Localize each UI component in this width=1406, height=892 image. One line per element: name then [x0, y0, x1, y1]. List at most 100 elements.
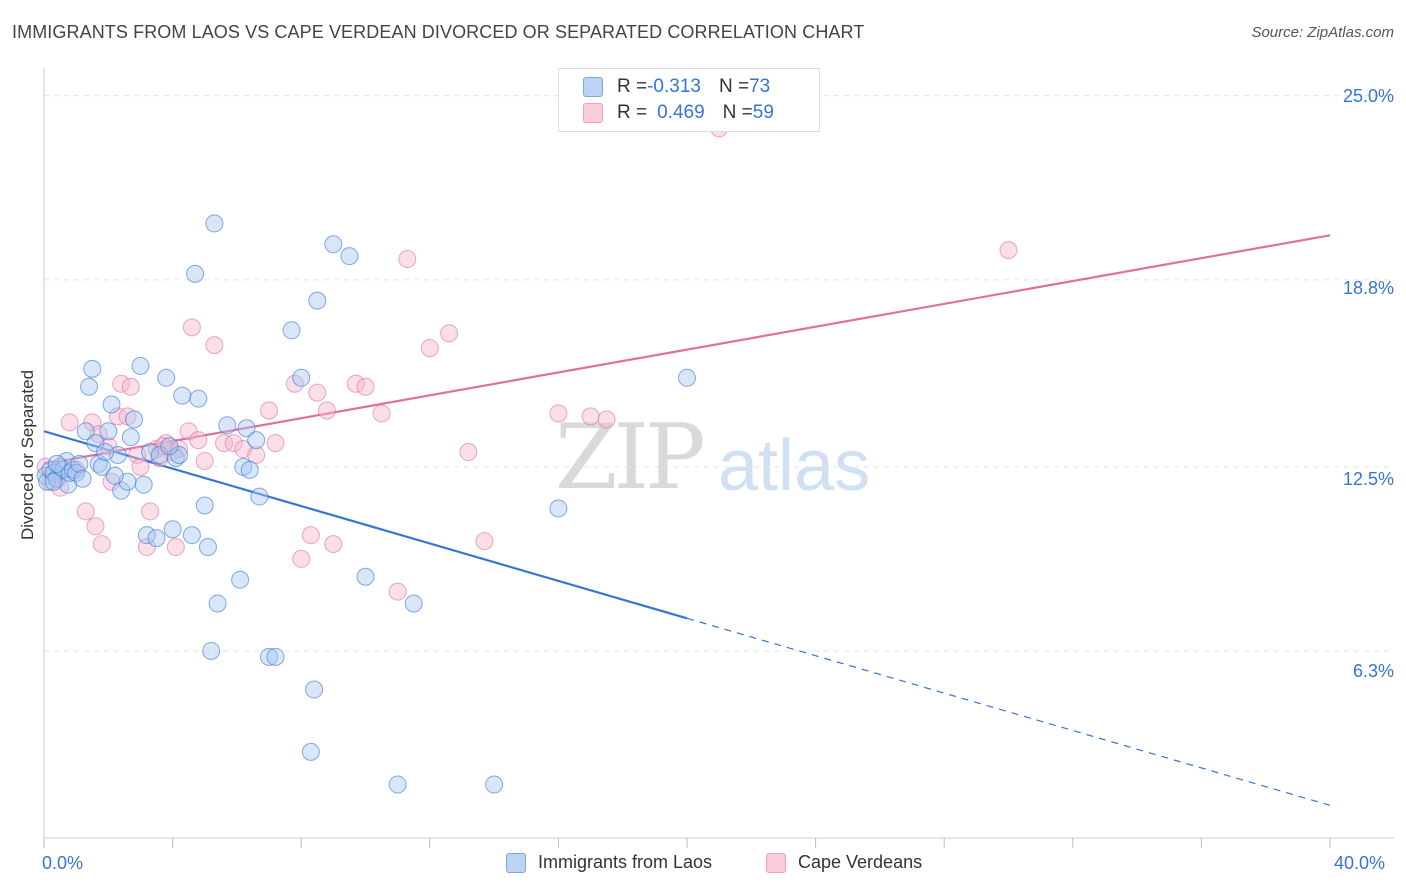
point-cape-verdeans	[266, 434, 285, 453]
point-cape-verdeans	[121, 377, 140, 396]
point-cape-verdeans	[112, 374, 131, 393]
point-laos	[218, 416, 237, 435]
point-cape-verdeans	[459, 443, 478, 462]
point-laos	[160, 437, 179, 456]
point-cape-verdeans	[182, 318, 201, 337]
point-laos	[157, 368, 176, 387]
point-cape-verdeans	[581, 407, 600, 426]
point-laos	[70, 454, 89, 473]
axes	[43, 68, 1394, 848]
point-cape-verdeans	[195, 451, 214, 470]
point-laos	[324, 235, 343, 254]
point-cape-verdeans	[301, 526, 320, 545]
point-laos	[96, 443, 115, 462]
point-laos	[141, 443, 160, 462]
point-laos	[186, 264, 205, 283]
point-cape-verdeans	[76, 502, 95, 521]
point-laos	[301, 742, 320, 761]
legend-item-laos: Immigrants from Laos	[506, 852, 712, 873]
source-credit: Source: ZipAtlas.com	[1251, 24, 1394, 41]
y-tick-label-12-5: 12.5%	[1342, 469, 1394, 489]
point-cape-verdeans	[292, 549, 311, 568]
point-cape-verdeans	[166, 538, 185, 557]
cape-verdeans-swatch	[583, 103, 603, 123]
point-laos	[38, 472, 57, 491]
point-cape-verdeans	[317, 401, 336, 420]
point-cape-verdeans	[999, 241, 1018, 260]
trend-line-cape-verdeans	[43, 234, 1331, 465]
n-label: N =	[718, 76, 750, 97]
point-laos	[73, 469, 92, 488]
point-laos	[173, 386, 192, 405]
r-label: R =	[617, 102, 648, 123]
y-tick-label-6-3: 6.3%	[1352, 661, 1394, 681]
point-laos	[195, 496, 214, 515]
trend-line-laos-extension	[686, 617, 1331, 806]
point-laos	[121, 428, 140, 447]
n-label: N =	[722, 102, 753, 123]
point-cape-verdeans	[324, 535, 343, 554]
data-points	[36, 119, 1018, 794]
cape-verdeans-legend-swatch	[766, 852, 786, 873]
point-laos	[147, 529, 166, 548]
point-cape-verdeans	[92, 535, 111, 554]
chart-title: IMMIGRANTS FROM LAOS VS CAPE VERDEAN DIV…	[12, 22, 865, 42]
laos-legend-swatch	[506, 852, 526, 873]
y-tick-label-18-8: 18.8%	[1342, 278, 1394, 298]
trend-lines	[43, 234, 1331, 806]
point-laos	[112, 481, 131, 500]
point-laos	[305, 680, 324, 699]
point-cape-verdeans	[388, 582, 407, 601]
point-laos	[166, 448, 185, 467]
point-laos	[404, 594, 423, 613]
legend-label-laos: Immigrants from Laos	[538, 852, 713, 872]
n-value-cape-verdeans: 59	[752, 102, 774, 123]
point-laos	[137, 526, 156, 545]
watermark-zip: ZIP	[555, 405, 706, 510]
point-cape-verdeans	[83, 413, 102, 432]
point-laos	[308, 291, 327, 310]
point-laos	[92, 457, 111, 476]
point-laos	[47, 454, 66, 473]
point-laos	[485, 775, 504, 794]
point-laos	[189, 389, 208, 408]
legend-item-cape-verdeans: Cape Verdeans	[766, 852, 922, 873]
grid-lines	[44, 95, 1394, 652]
point-laos	[131, 356, 150, 375]
point-laos	[549, 499, 568, 518]
r-value-cape-verdeans: 0.469	[657, 102, 705, 123]
point-laos	[340, 247, 359, 266]
point-cape-verdeans	[440, 324, 459, 343]
point-laos	[282, 321, 301, 340]
trend-line-laos	[43, 430, 688, 620]
point-laos	[99, 422, 118, 441]
point-laos	[266, 647, 285, 666]
point-laos	[247, 431, 266, 450]
point-cape-verdeans	[141, 502, 160, 521]
point-cape-verdeans	[205, 336, 224, 355]
point-laos	[237, 419, 256, 438]
point-laos	[182, 526, 201, 545]
point-cape-verdeans	[549, 404, 568, 423]
point-cape-verdeans	[372, 404, 391, 423]
point-cape-verdeans	[131, 457, 150, 476]
point-laos	[240, 460, 259, 479]
point-laos	[388, 775, 407, 794]
point-cape-verdeans	[215, 434, 234, 453]
point-laos	[89, 454, 108, 473]
point-laos	[356, 567, 375, 586]
point-cape-verdeans	[420, 339, 439, 358]
legend-label-cape-verdeans: Cape Verdeans	[798, 852, 923, 872]
point-laos	[105, 466, 124, 485]
point-cape-verdeans	[260, 401, 279, 420]
legend-row-laos: R = -0.313 N = 73	[583, 75, 770, 99]
point-laos	[231, 570, 250, 589]
point-laos	[125, 410, 144, 429]
r-value-laos: -0.313	[647, 76, 701, 97]
point-cape-verdeans	[86, 517, 105, 536]
point-laos	[202, 641, 221, 660]
point-laos	[134, 475, 153, 494]
correlation-legend: R = -0.313 N = 73 R = 0.469 N = 59	[558, 68, 820, 132]
point-laos	[76, 422, 95, 441]
